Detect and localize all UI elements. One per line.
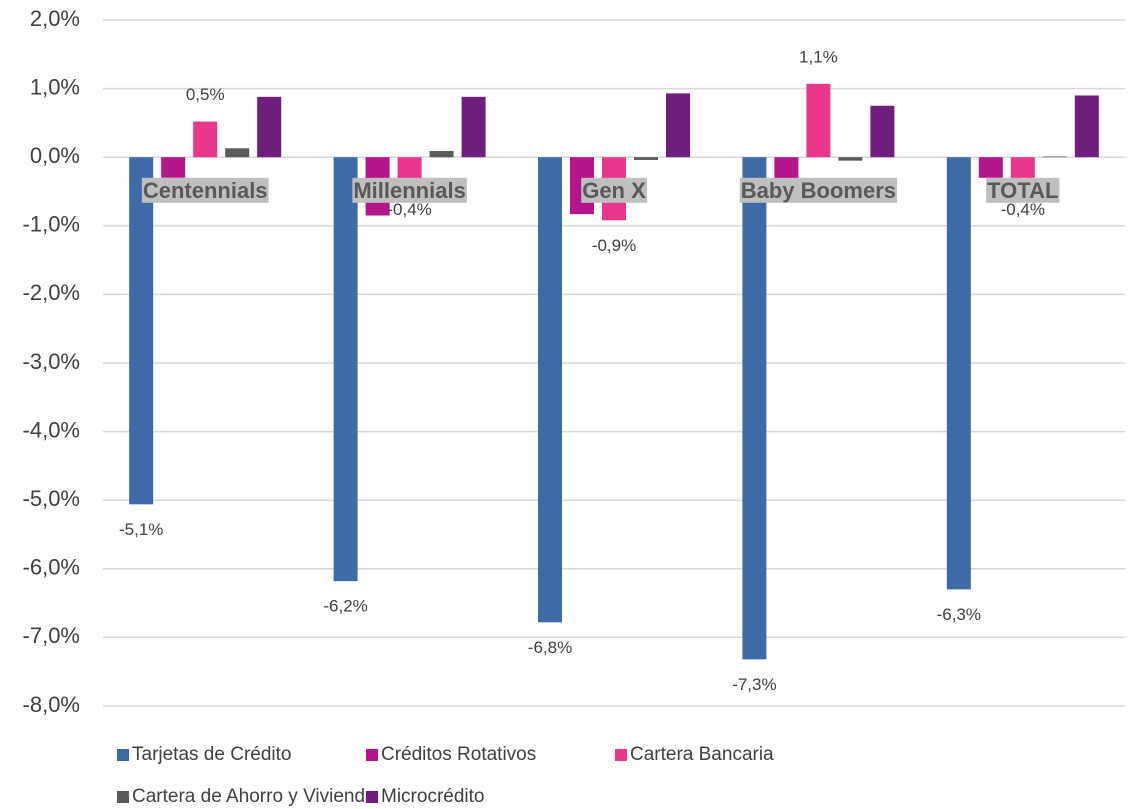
category-label-group: Gen X [581,177,648,203]
legend-label: Cartera de Ahorro y Vivienda [132,786,376,807]
bar [742,157,767,660]
y-tick-label: -3,0% [23,349,80,374]
grid [103,19,1125,707]
category-label-group: Centennials [141,177,269,203]
bar [538,157,562,623]
bar [666,93,690,158]
data-label: -6,8% [528,638,572,657]
bar [870,105,895,158]
y-tick-label: 1,0% [30,74,80,99]
y-tick-label: -7,0% [23,623,80,648]
legend-label: Créditos Rotativos [381,744,536,765]
x-tick-label: TOTAL [987,178,1058,203]
data-label: -6,2% [323,597,367,616]
category-label-bg [739,177,898,203]
bar [161,157,186,178]
legend-label: Microcrédito [381,786,484,807]
data-label: -0,4% [387,200,431,219]
y-tick-label: -6,0% [23,555,80,580]
bar [978,157,1003,178]
bar [333,157,358,582]
x-tick-label: Baby Boomers [741,178,896,203]
legend-swatch [366,749,378,761]
bar [1074,95,1099,158]
x-tick-label: Millennials [353,178,465,203]
x-tick-label: Centennials [143,178,268,203]
y-tick-label: -2,0% [23,280,80,305]
legend-swatch [615,749,627,761]
data-label: 0,5% [186,85,225,104]
bar [838,157,863,161]
bar [129,157,154,505]
y-tick-label: -4,0% [23,417,80,442]
y-tick-label: -1,0% [23,212,80,237]
data-label: -7,3% [732,675,776,694]
y-tick-label: 2,0% [30,6,80,31]
data-label: -0,9% [592,236,636,255]
category-label-group: Baby Boomers [739,177,898,203]
data-label: -0,4% [1001,200,1045,219]
legend-label: Tarjetas de Crédito [132,744,291,765]
bar [946,157,971,590]
category-label-group: Millennials [352,177,467,203]
legend-swatch [366,791,378,803]
bar [429,151,454,158]
data-label: -5,1% [119,520,163,539]
x-tick-label: Gen X [582,178,646,203]
y-tick-label: 0,0% [30,143,80,168]
category-label-bg [141,177,269,203]
legend-swatch [117,791,129,803]
bar [461,96,486,158]
category-label-bg [352,177,467,203]
bar [1042,156,1067,158]
data-label: -6,3% [937,605,981,624]
bar [193,121,218,158]
y-tick-label: -5,0% [23,486,80,511]
bar [257,96,282,158]
bar [806,83,831,158]
data-label: 1,1% [799,47,838,66]
legend-swatch [117,749,129,761]
legend-label: Cartera Bancaria [630,744,774,765]
bar [634,157,658,160]
y-tick-label: -8,0% [23,692,80,717]
category-label-bg [986,177,1060,203]
category-label-bg [581,177,648,203]
category-label-group: TOTAL [986,177,1060,203]
bar [225,148,250,158]
